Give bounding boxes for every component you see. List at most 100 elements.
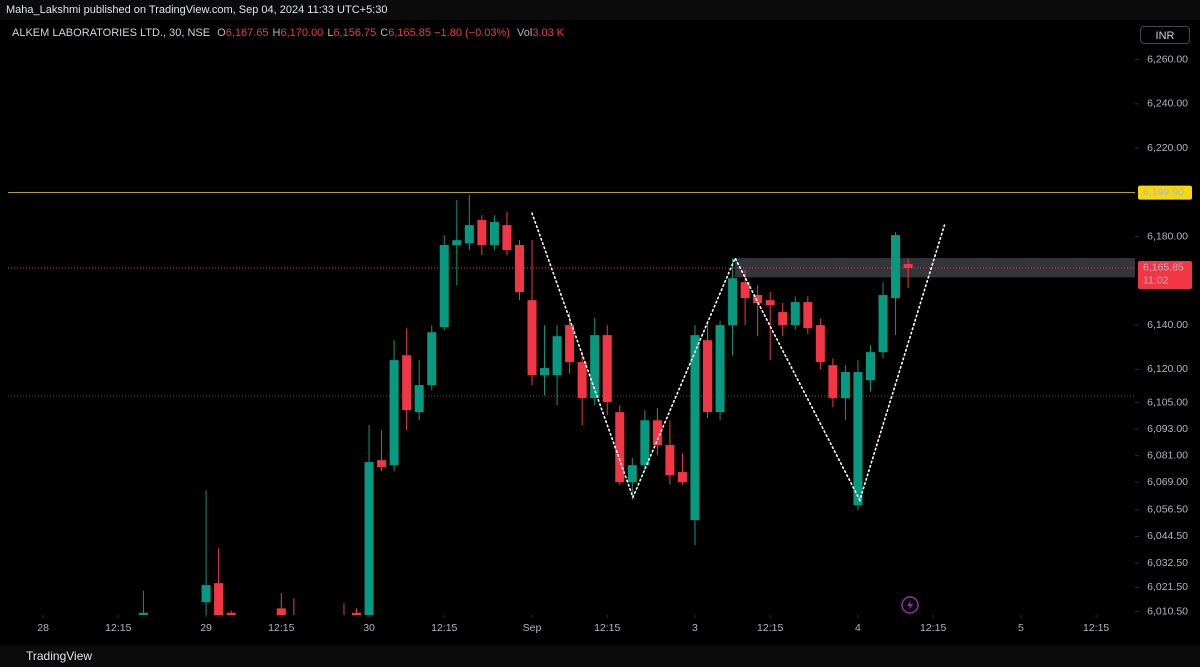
candle-body [878,295,888,353]
candle-body [803,302,813,329]
candle-body [652,420,662,446]
currency-button[interactable]: INR [1140,26,1190,44]
y-tick-label: 6,220.00 [1147,142,1188,154]
x-tick-label: 30 [363,622,375,634]
candle-body [577,362,587,399]
candle-body [765,300,775,306]
legend-key: H [272,27,281,39]
candle-body [427,332,437,386]
x-tick-label: 12:15 [105,622,131,634]
y-tick-label: 6,081.00 [1147,449,1188,461]
legend-value: 6,156.75 [333,27,377,39]
legend-key: C [380,27,389,39]
y-tick-label: 6,105.00 [1147,396,1188,408]
y-tick-label: 6,180.00 [1147,230,1188,242]
y-tick-label: 6,140.00 [1147,319,1188,331]
alert-icon[interactable] [901,596,919,614]
legend-value: 6,170.00 [280,27,324,39]
candle-body [840,372,850,399]
last-price-tag [1138,260,1192,289]
y-tick-label: 6,056.50 [1147,504,1188,516]
candle-body [138,612,148,615]
y-tick-label: 6,240.00 [1147,98,1188,110]
candle-body [540,368,550,376]
x-tick-label: 12:15 [431,622,457,634]
x-tick-label: 4 [855,622,861,634]
candle-body [489,222,499,246]
candle-body [778,312,788,326]
y-tick-label: 6,260.00 [1147,53,1188,65]
change: −1.80 (−0.03%) [434,27,510,39]
x-tick-label: 29 [200,622,212,634]
candle-body [640,420,650,466]
candle-body [339,622,348,631]
candle-body [351,612,362,615]
legend-value: 6,165.85 [388,27,432,39]
candle-body [552,336,562,376]
brand: TradingView [26,649,93,663]
candle-body [853,372,863,506]
footer: TradingView [0,645,1200,667]
candle-body [527,300,537,376]
price-tag [1138,185,1192,200]
x-tick-label: 3 [692,622,698,634]
candle-body [452,240,462,246]
candle-body [865,352,876,381]
legend: ALKEM LABORATORIES LTD., 30, NSE O6,167.… [12,26,564,40]
candle-body [402,355,412,411]
legend-value: 3.03 K [532,27,565,39]
candle-body [677,472,687,483]
x-tick-label: 12:15 [594,622,620,634]
candle-body [602,335,612,403]
price-tag-label: 6,199.90 [1143,186,1184,198]
candle-body [615,412,625,483]
candle-body [665,445,675,476]
last-price-label: 6,165.85 [1143,262,1184,274]
candle-body [828,365,838,399]
y-tick-label: 6,021.50 [1147,581,1188,593]
y-tick-label: 6,120.00 [1147,363,1188,375]
candle-body [703,340,713,413]
candle-body [740,282,750,299]
y-tick-label: 6,010.50 [1147,605,1188,617]
x-tick-label: 12:15 [757,622,783,634]
candle-body [627,465,637,483]
candle-body [226,612,236,615]
legend-value: 6,167.65 [225,27,269,39]
x-tick-label: 12:15 [1083,622,1109,634]
countdown-label: 11:02 [1143,275,1169,287]
candle-body [590,335,600,399]
plot-area [8,192,1135,631]
y-tick-label: 6,044.50 [1147,530,1188,542]
publisher: Maha_Lakshmi published on TradingView.co… [6,4,388,16]
candle-body [728,278,738,326]
candle-body [201,585,211,603]
candle-body [464,225,474,244]
x-tick-label: 12:15 [920,622,946,634]
candle-body [815,325,825,363]
y-tick-label: 6,093.00 [1147,423,1188,435]
candle-body [514,245,524,293]
y-tick-label: 6,032.50 [1147,557,1188,569]
candle-body [439,245,449,328]
candle-body [477,220,487,246]
candle-body [903,263,913,268]
candle-body [377,460,387,468]
price-axis: 6,260.00 6,240.00 6,220.00 6,180.00 6,140.00… [1135,22,1200,645]
x-tick-label: 28 [37,622,49,634]
candle-body [891,235,901,299]
candle-body [790,302,800,326]
candle-body [276,608,286,615]
x-tick-label: 5 [1018,622,1024,634]
y-tick-label: 6,069.00 [1147,476,1188,488]
publisher-bar: Maha_Lakshmi published on TradingView.co… [0,0,1200,20]
symbol: ALKEM LABORATORIES LTD., 30, NSE [12,27,211,39]
candle-body [502,225,512,251]
candle-body [214,583,224,615]
x-tick-label: Sep [523,622,542,634]
candle-body [364,462,374,615]
candle-body [690,335,700,521]
candle-body [715,325,725,413]
